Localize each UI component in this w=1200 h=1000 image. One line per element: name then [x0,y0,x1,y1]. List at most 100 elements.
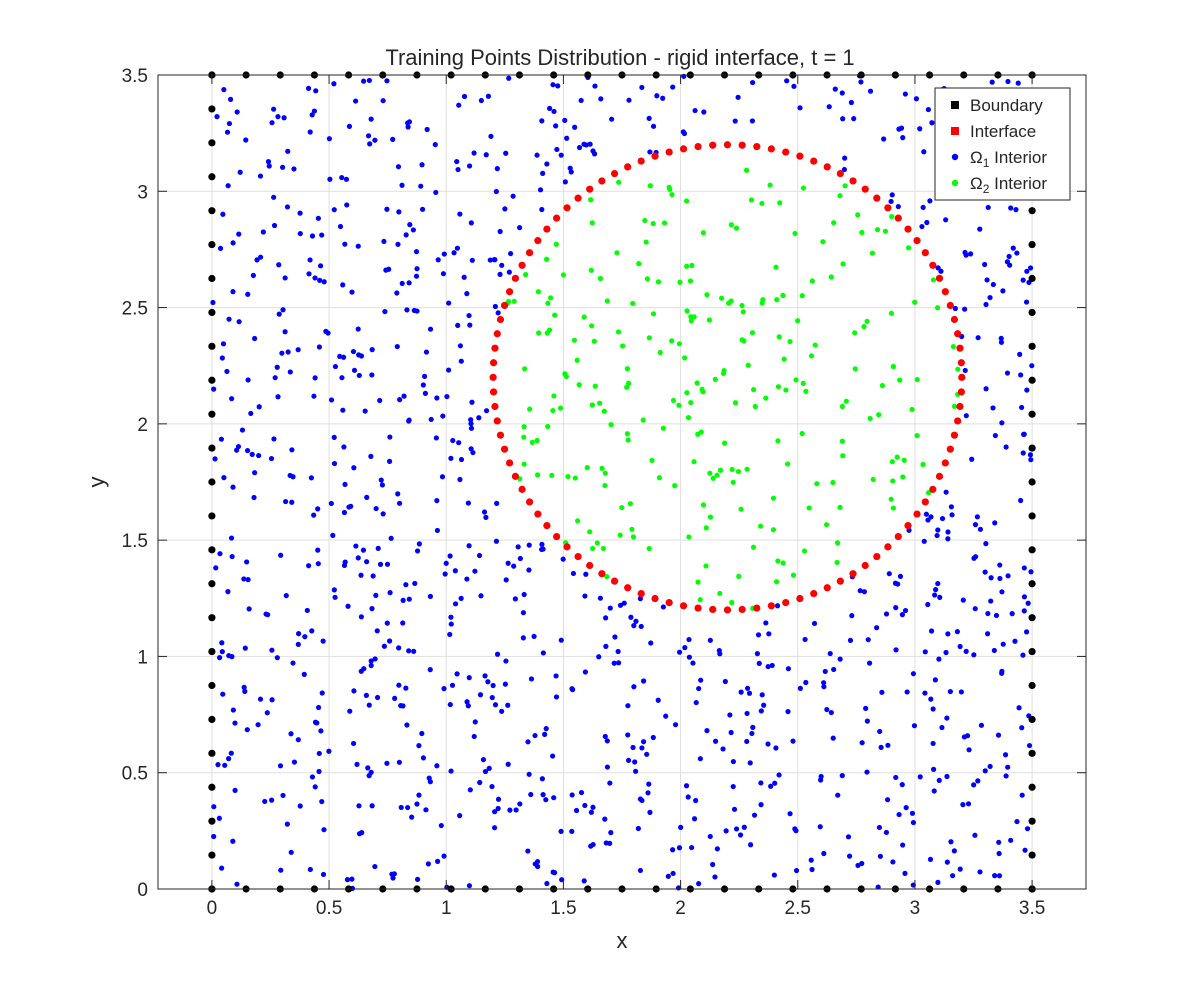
omega1-interior-point [512,596,518,602]
omega1-interior-point [503,150,509,156]
omega2-interior-point [790,572,797,578]
omega2-interior-point [800,380,806,386]
omega1-interior-point [391,871,397,877]
interface-point [709,141,717,149]
omega1-interior-point [670,847,676,853]
omega1-interior-point [638,623,644,630]
omega1-interior-point [372,137,378,143]
omega1-interior-point [985,610,991,617]
omega1-interior-point [965,801,972,807]
omega1-interior-point [395,164,402,170]
omega1-interior-point [407,221,413,228]
omega2-interior-point [852,330,858,336]
omega1-interior-point [644,751,650,757]
omega1-interior-point [508,250,514,257]
omega1-interior-point [328,397,335,403]
omega1-interior-point [768,783,774,789]
omega1-interior-point [727,712,733,718]
omega1-interior-point [621,600,627,606]
interface-point [836,577,844,585]
omega1-interior-point [306,271,312,277]
omega1-interior-point [456,102,462,108]
omega1-interior-point [875,884,881,890]
omega1-interior-point [990,281,996,288]
omega1-interior-point [269,797,275,803]
omega2-interior-point [900,474,906,480]
omega2-interior-point [552,312,558,318]
omega1-interior-point [311,512,317,518]
omega1-interior-point [774,603,781,609]
omega1-interior-point [490,682,496,689]
omega1-interior-point [962,367,968,374]
omega1-interior-point [230,289,236,295]
omega1-interior-point [283,498,289,505]
omega2-interior-point [676,341,683,347]
omega2-interior-point [879,382,886,389]
omega1-interior-point [1013,207,1019,213]
omega1-interior-point [928,628,935,634]
boundary-point [208,715,216,724]
omega1-interior-point [454,245,460,251]
omega1-interior-point [285,148,291,154]
omega1-interior-point [696,685,702,692]
omega2-interior-point [604,573,610,580]
boundary-point [208,783,216,791]
omega1-interior-point [750,79,756,86]
omega1-interior-point [494,166,500,172]
omega1-interior-point [632,759,638,765]
omega2-interior-point [660,425,666,431]
omega1-interior-point [452,568,458,574]
omega2-interior-point [773,579,780,585]
interface-point [935,472,944,480]
omega2-interior-point [686,534,692,540]
omega1-interior-point [746,690,753,696]
omega2-interior-point [534,437,540,444]
omega2-interior-point [780,560,786,566]
omega1-interior-point [539,776,545,782]
omega1-interior-point [287,369,293,375]
omega2-interior-point [523,272,529,278]
omega1-interior-point [321,279,327,285]
omega1-interior-point [811,620,818,627]
omega1-interior-point [546,105,553,112]
omega1-interior-point [369,372,375,378]
omega1-interior-point [282,275,288,281]
omega1-interior-point [744,738,750,745]
omega1-interior-point [495,796,502,802]
interface-point [489,388,498,396]
omega2-interior-point [745,362,751,368]
omega1-interior-point [420,382,426,388]
omega2-interior-point [834,559,840,566]
boundary-point [1028,614,1036,622]
omega1-interior-point [1005,573,1011,579]
omega1-interior-point [930,740,936,747]
omega2-interior-point [721,367,727,374]
omega1-interior-point [403,685,409,691]
omega1-interior-point [883,611,890,617]
omega1-interior-point [280,792,286,799]
omega1-interior-point [492,809,498,815]
omega1-interior-point [936,656,942,662]
omega1-interior-point [284,821,290,827]
omega2-interior-point [575,518,581,524]
omega1-interior-point [539,206,545,213]
omega2-interior-point [888,496,894,502]
omega1-interior-point [849,613,855,619]
omega1-interior-point [219,640,225,646]
omega1-interior-point [1008,837,1014,843]
omega1-interior-point [283,593,289,599]
omega2-interior-point [882,228,889,234]
omega1-interior-point [1029,363,1035,369]
omega1-interior-point [921,149,927,155]
omega1-interior-point [449,682,456,688]
omega1-interior-point [406,280,412,286]
omega1-interior-point [625,732,631,738]
omega1-interior-point [414,876,421,882]
omega1-interior-point [893,647,899,653]
omega1-interior-point [290,474,296,480]
interface-point [493,417,501,425]
omega2-interior-point [739,302,745,309]
omega2-interior-point [549,472,555,478]
omega2-interior-point [830,479,836,486]
omega1-interior-point [712,874,718,880]
